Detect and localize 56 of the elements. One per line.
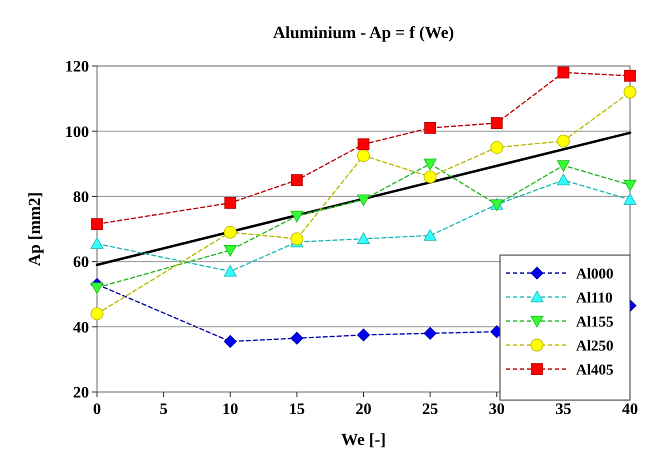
point <box>424 122 436 134</box>
x-tick-label: 10 <box>222 401 238 418</box>
y-tick-label: 40 <box>73 319 89 336</box>
y-tick-label: 80 <box>73 189 89 206</box>
point <box>290 332 304 345</box>
point <box>290 210 304 222</box>
x-axis-title: We [-] <box>341 430 386 449</box>
point <box>556 160 570 172</box>
point <box>624 180 636 192</box>
point <box>90 307 104 320</box>
legend-label: Al155 <box>576 314 614 330</box>
point <box>624 86 636 98</box>
point <box>556 174 570 186</box>
point <box>224 264 237 277</box>
point <box>358 138 370 150</box>
point <box>557 66 570 78</box>
legend-label: Al000 <box>576 266 614 282</box>
point <box>224 226 237 239</box>
x-tick-label: 20 <box>356 401 372 418</box>
point <box>224 197 236 209</box>
point <box>224 335 237 348</box>
y-tick-label: 120 <box>65 58 89 76</box>
y-tick-label: 60 <box>73 254 89 272</box>
x-tick-label: 40 <box>622 401 638 418</box>
point <box>357 328 370 342</box>
y-tick-label: 100 <box>65 124 89 141</box>
point <box>556 134 570 148</box>
point <box>424 326 437 340</box>
point <box>357 194 370 206</box>
chart-title: Aluminium - Ap = f (We) <box>272 23 454 42</box>
legend-label: Al405 <box>576 362 614 378</box>
point <box>357 232 370 244</box>
point <box>224 244 237 257</box>
x-tick-label: 25 <box>422 401 438 418</box>
x-tick-label: 35 <box>555 401 572 418</box>
point <box>91 218 103 230</box>
point <box>424 158 437 170</box>
point <box>424 229 437 241</box>
point <box>357 149 370 162</box>
point <box>290 232 304 246</box>
legend-label: Al250 <box>576 338 614 354</box>
point <box>490 141 504 154</box>
point <box>90 282 104 294</box>
point <box>290 174 303 186</box>
point <box>624 193 636 205</box>
x-tick-label: 5 <box>160 401 168 418</box>
y-axis-title: Ap [mm2] <box>25 192 44 266</box>
legend-label: Al110 <box>576 290 613 306</box>
x-tick-label: 15 <box>288 401 305 418</box>
x-tick-label: 0 <box>93 401 101 418</box>
point <box>90 237 104 249</box>
point <box>490 117 503 129</box>
y-tick-label: 20 <box>73 384 89 402</box>
point <box>424 170 437 184</box>
x-tick-label: 30 <box>488 401 505 418</box>
point <box>624 70 636 82</box>
